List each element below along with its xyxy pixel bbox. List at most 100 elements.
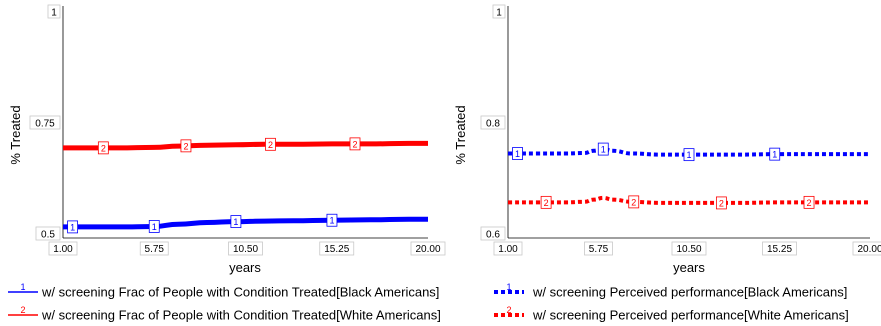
x-tick-label: 15.25: [319, 241, 355, 256]
series-marker-box: [97, 141, 109, 155]
series-line: [507, 195, 870, 205]
series-marker-label: 2: [183, 141, 188, 151]
y-tick-box: [35, 226, 61, 241]
x-tick-text: 15.25: [767, 244, 792, 255]
x-tick-label: 10.50: [228, 241, 263, 256]
series-marker-label: 1: [152, 222, 157, 232]
x-tick-box: [319, 241, 355, 256]
x-tick-label: 20.00: [852, 241, 881, 256]
x-tick-box: [48, 241, 78, 256]
series-2: 2 2 2 2: [63, 137, 428, 155]
series-marker-label: 1: [515, 149, 520, 159]
series-marker-box: [326, 213, 338, 227]
series-marker-box: [803, 195, 815, 209]
series-marker-label: 2: [101, 143, 106, 153]
series-marker-box: [715, 196, 727, 210]
series-marker-box: [230, 215, 242, 228]
x-tick-box: [584, 241, 613, 256]
series-marker-label: 2: [719, 198, 724, 208]
x-tick-text: 1.00: [498, 244, 518, 255]
chart-panel-1: 0.5 0.75 1 1.00 5.75 10.50 15.25 20.00 % Treated…: [8, 4, 446, 323]
y-tick-text: 0.5: [41, 230, 55, 241]
y-tick-text: 0.75: [35, 119, 55, 130]
x-tick-box: [671, 241, 707, 256]
x-tick-label: 1.00: [493, 241, 523, 256]
series-marker: 2: [97, 141, 109, 155]
x-tick-label: 1.00: [48, 241, 78, 256]
series-marker-label: 2: [268, 140, 273, 150]
x-tick-label: 5.75: [584, 241, 613, 256]
chart-panel-2: 0.6 0.8 1 1.00 5.75 10.50 15.25 20.00 % Treated y…: [453, 4, 881, 323]
legend-entry: 2 w/ screening Frac of People with Condit…: [8, 305, 441, 323]
series-marker-label: 1: [601, 145, 606, 155]
series-marker: 2: [180, 139, 192, 153]
x-tick-label: 20.00: [410, 241, 446, 256]
series-marker-label: 2: [352, 139, 357, 149]
y-tick-label: 1: [47, 4, 61, 19]
y-axis-title: % Treated: [8, 105, 23, 164]
y-tick-label: 0.6: [480, 226, 506, 241]
x-tick-label: 15.25: [762, 241, 797, 256]
series-marker: 1: [769, 147, 781, 161]
series-marker-box: [512, 147, 523, 160]
y-tick-box: [47, 4, 61, 19]
legend-swatch-marker: 2: [20, 305, 25, 315]
y-tick-label: 0.75: [29, 115, 61, 130]
y-tick-label: 0.5: [35, 226, 61, 241]
series-2: 2 2 2 2: [507, 195, 870, 210]
series-marker-box: [180, 139, 192, 153]
y-tick-box: [480, 226, 506, 241]
series-marker: 2: [265, 137, 276, 151]
legend-entry: 1 w/ screening Perceived performance[Blac…: [494, 282, 847, 300]
series-1: 1 1 1 1: [63, 213, 428, 234]
legend-label: w/ screening Frac of People with Conditi…: [41, 308, 441, 323]
series-marker: 2: [540, 195, 552, 209]
series-marker-label: 2: [631, 197, 636, 207]
y-tick-text: 1: [51, 8, 57, 19]
series-marker: 2: [349, 137, 361, 151]
series-marker: 1: [230, 215, 242, 228]
x-axis-title: years: [673, 260, 705, 275]
series-marker-box: [67, 220, 79, 234]
x-tick-box: [228, 241, 263, 256]
y-tick-text: 1: [496, 8, 502, 19]
series-marker-label: 1: [772, 150, 777, 160]
x-tick-text: 5.75: [145, 244, 165, 255]
series-marker-box: [265, 137, 276, 151]
series-marker: 1: [683, 148, 695, 162]
series-marker-box: [148, 220, 160, 233]
series-marker-box: [683, 148, 695, 162]
legend-label: w/ screening Perceived performance[White…: [532, 308, 849, 323]
series-marker-box: [349, 137, 361, 151]
legend-swatch-marker: 2: [506, 305, 511, 315]
y-tick-label: 0.8: [480, 115, 506, 130]
x-tick-text: 20.00: [415, 244, 440, 255]
y-tick-text: 0.8: [486, 119, 500, 130]
series-1: 1 1 1 1: [507, 142, 870, 162]
series-marker-box: [628, 195, 640, 209]
y-tick-text: 0.6: [486, 230, 500, 241]
y-tick-box: [492, 4, 506, 19]
legend-entry: 2 w/ screening Perceived performance[Whit…: [494, 305, 849, 323]
series-marker: 2: [803, 195, 815, 209]
series-marker-label: 2: [544, 198, 549, 208]
x-tick-text: 1.00: [53, 244, 73, 255]
y-tick-box: [480, 115, 506, 130]
legend-label: w/ screening Frac of People with Conditi…: [41, 285, 439, 300]
series-marker-box: [597, 142, 609, 156]
series-marker: 1: [512, 147, 523, 160]
legend-swatch-marker: 1: [506, 282, 511, 292]
x-axis-title: years: [229, 260, 261, 275]
x-tick-box: [852, 241, 881, 256]
series-marker: 1: [597, 142, 609, 156]
x-tick-label: 10.50: [671, 241, 707, 256]
x-tick-box: [410, 241, 446, 256]
x-tick-text: 20.00: [857, 244, 881, 255]
series-marker-label: 1: [329, 216, 334, 226]
series-marker-label: 1: [233, 217, 238, 227]
y-axis-title: % Treated: [453, 105, 468, 164]
series-line: [63, 140, 428, 151]
x-tick-label: 5.75: [139, 241, 169, 256]
series-marker: 1: [148, 220, 160, 233]
